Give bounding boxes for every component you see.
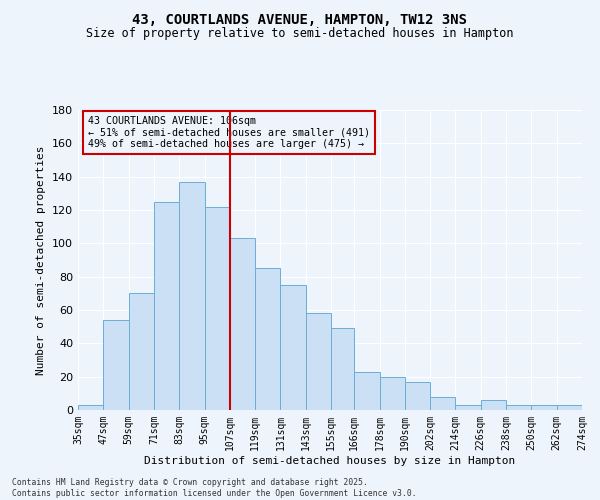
Bar <box>128 294 154 410</box>
Bar <box>331 328 354 410</box>
Bar <box>532 405 557 410</box>
X-axis label: Distribution of semi-detached houses by size in Hampton: Distribution of semi-detached houses by … <box>145 456 515 466</box>
Bar <box>481 400 506 410</box>
Bar <box>354 372 380 410</box>
Bar <box>103 320 128 410</box>
Bar <box>78 405 103 410</box>
Text: 43 COURTLANDS AVENUE: 106sqm
← 51% of semi-detached houses are smaller (491)
49%: 43 COURTLANDS AVENUE: 106sqm ← 51% of se… <box>88 116 370 149</box>
Bar <box>405 382 430 410</box>
Bar <box>455 405 481 410</box>
Bar <box>205 206 230 410</box>
Bar <box>154 202 179 410</box>
Text: 43, COURTLANDS AVENUE, HAMPTON, TW12 3NS: 43, COURTLANDS AVENUE, HAMPTON, TW12 3NS <box>133 12 467 26</box>
Text: Size of property relative to semi-detached houses in Hampton: Size of property relative to semi-detach… <box>86 28 514 40</box>
Bar <box>230 238 255 410</box>
Y-axis label: Number of semi-detached properties: Number of semi-detached properties <box>37 145 46 375</box>
Bar <box>255 268 280 410</box>
Bar <box>430 396 455 410</box>
Bar <box>380 376 405 410</box>
Bar <box>557 405 582 410</box>
Text: Contains HM Land Registry data © Crown copyright and database right 2025.
Contai: Contains HM Land Registry data © Crown c… <box>12 478 416 498</box>
Bar <box>506 405 532 410</box>
Bar <box>280 285 306 410</box>
Bar <box>179 182 205 410</box>
Bar <box>306 314 331 410</box>
